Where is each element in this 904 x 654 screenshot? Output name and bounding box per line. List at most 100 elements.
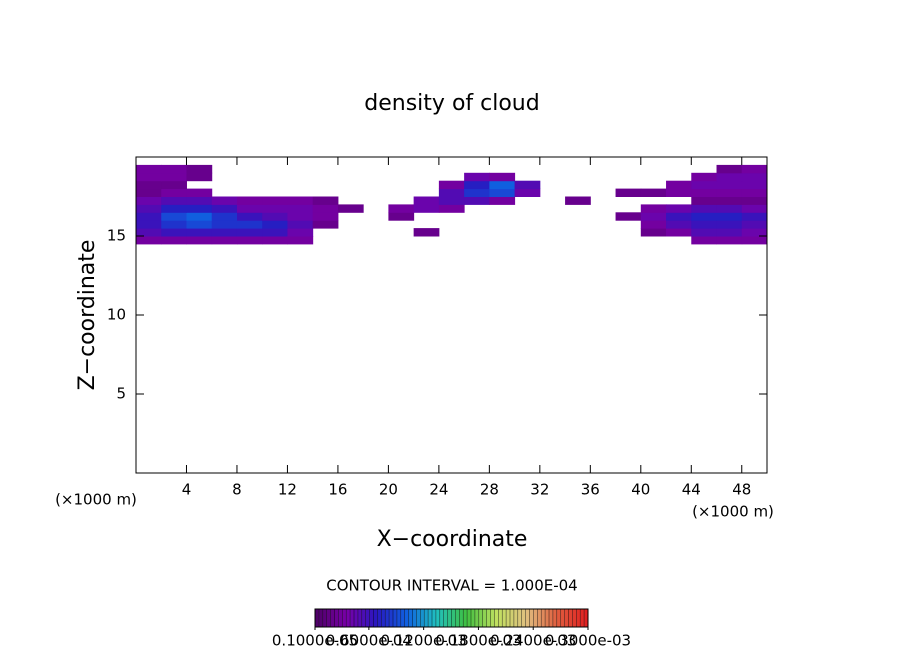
colorbar-stripe	[576, 609, 581, 627]
colorbar-stripe	[420, 609, 425, 627]
contour-cell	[312, 220, 339, 229]
contour-cell	[691, 212, 718, 221]
contour-cell	[211, 196, 238, 205]
x-tick-label: 36	[581, 481, 600, 499]
contour-cell	[136, 180, 162, 190]
x-tick-label: 48	[732, 481, 751, 499]
contour-cell	[312, 212, 339, 221]
contour-cell	[211, 204, 238, 213]
y-tick-label: 5	[116, 385, 126, 403]
colorbar-stripe	[533, 609, 538, 627]
colorbar-stripe	[322, 609, 327, 627]
contour-cell	[741, 212, 768, 221]
colorbar-stripe	[545, 609, 549, 627]
contour-cell	[741, 188, 768, 197]
colorbar-stripe	[400, 609, 405, 627]
contour-cell	[287, 236, 314, 245]
colorbar: 0.1000e-050.6000e-040.1200e-030.1800e-03…	[272, 608, 631, 650]
colorbar-stripe	[474, 609, 479, 627]
contour-cell	[691, 228, 718, 237]
x-unit-label: (×1000 m)	[55, 491, 137, 509]
contour-cell	[211, 228, 238, 237]
contour-cell	[262, 220, 288, 229]
contour-cell	[186, 220, 213, 229]
colorbar-stripe	[373, 609, 378, 627]
y-tick-label: 15	[107, 227, 126, 245]
contour-cell	[640, 220, 667, 229]
contour-cell	[161, 204, 187, 213]
x-tick-label: 8	[232, 481, 242, 499]
colorbar-stripe	[326, 609, 331, 627]
colorbar-frame	[314, 608, 589, 628]
contour-cell	[438, 188, 465, 197]
colorbar-stripe	[455, 609, 460, 627]
contour-cell	[413, 196, 440, 205]
colorbar-stripe	[435, 609, 440, 627]
contour-cell	[236, 196, 263, 205]
contour-cell	[136, 204, 162, 213]
contour-cell	[161, 172, 187, 182]
contour-cell	[464, 180, 490, 190]
colorbar-stripe	[529, 609, 534, 627]
contour-cell	[413, 204, 440, 213]
contour-cell	[136, 212, 162, 221]
colorbar-stripe	[428, 609, 432, 627]
contour-cell	[161, 164, 187, 174]
colorbar-stripe	[521, 609, 526, 627]
colorbar-stripe	[361, 609, 366, 627]
contour-cell	[161, 228, 187, 237]
contour-cell	[186, 204, 213, 213]
contour-cell	[640, 204, 667, 213]
contour-cell	[186, 228, 213, 237]
contour-cell	[388, 212, 415, 221]
colorbar-stripe	[525, 609, 530, 627]
contour-cell	[236, 228, 263, 237]
x-tick-label: 32	[530, 481, 549, 499]
contour-cell	[716, 236, 743, 245]
contour-cell	[438, 204, 465, 213]
contour-cell	[716, 220, 743, 229]
contour-cell	[161, 236, 187, 245]
colorbar-stripe	[513, 609, 518, 627]
x-tick-label: 4	[182, 481, 192, 499]
colorbar-stripe	[432, 609, 436, 627]
contour-cell	[464, 172, 490, 182]
contour-cell	[716, 164, 743, 174]
contour-cell	[640, 212, 667, 221]
colorbar-stripe	[342, 609, 347, 627]
contour-cell	[312, 196, 339, 205]
contour-cell	[464, 188, 490, 197]
colorbar-stripe	[381, 609, 386, 627]
contour-cell	[691, 220, 718, 229]
colorbar-stripe	[549, 609, 553, 627]
contour-cell	[262, 236, 288, 245]
contour-cell	[716, 188, 743, 197]
contour-cell	[186, 212, 213, 221]
contour-cell	[741, 228, 768, 237]
contour-cell	[136, 236, 162, 245]
colorbar-stripe	[506, 609, 510, 627]
colorbar-stripe	[584, 609, 588, 627]
colorbar-tick-label: 0.3000e-03	[545, 632, 631, 650]
contour-cell	[438, 196, 465, 205]
contour-cell	[136, 164, 162, 174]
contour-cell	[464, 196, 490, 205]
contour-cell	[136, 188, 162, 197]
y-axis-label: Z−coordinate	[75, 240, 100, 391]
contour-cell	[691, 180, 718, 190]
colorbar-stripe	[510, 609, 514, 627]
colorbar-stripe	[330, 609, 335, 627]
contour-cell	[337, 204, 364, 213]
colorbar-stripe	[350, 609, 354, 627]
contour-cell	[136, 172, 162, 182]
colorbar-stripe	[498, 609, 503, 627]
contour-cell	[262, 204, 288, 213]
contour-cell	[716, 212, 743, 221]
colorbar-stripe	[354, 609, 358, 627]
colorbar-stripe	[463, 609, 468, 627]
contour-cell	[287, 228, 314, 237]
colorbar-tick-label: 0.6000e-04	[326, 632, 412, 650]
contour-cell	[716, 180, 743, 190]
contour-cell	[161, 220, 187, 229]
